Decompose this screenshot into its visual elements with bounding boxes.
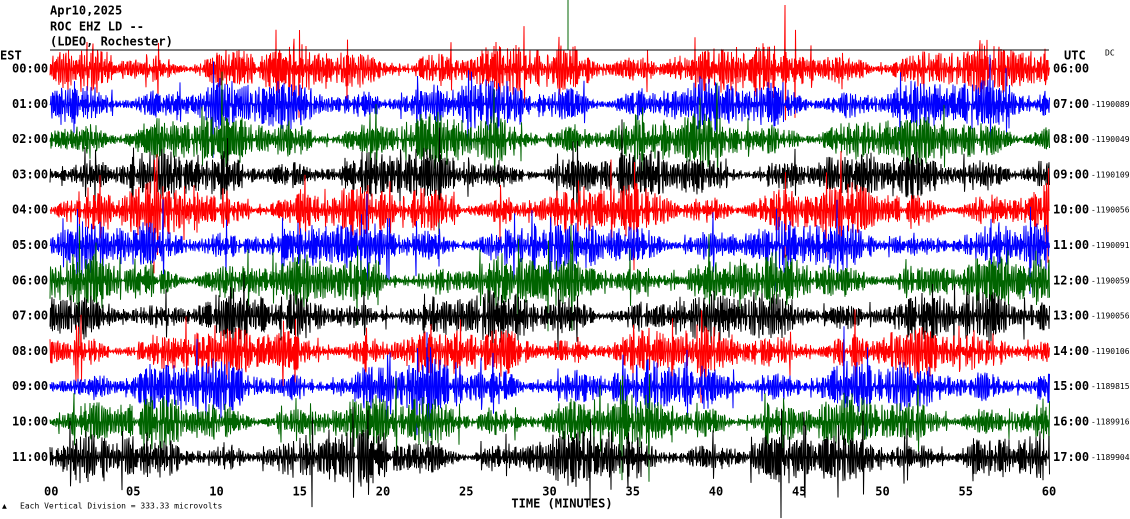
est-label: 01:00 [12,97,48,111]
est-label: 10:00 [12,415,48,429]
est-label: 09:00 [12,379,48,393]
x-axis-title: TIME (MINUTES) [511,497,612,511]
traces [49,0,1050,519]
seismic-trace [49,406,1050,519]
dc-value: -1189815 [1091,382,1130,391]
dc-title: DC [1105,49,1115,58]
utc-label: 07:00 [1053,97,1089,111]
dc-value: -1190056 [1091,312,1130,321]
est-label: 02:00 [12,132,48,146]
x-tick-label: 60 [1042,485,1056,499]
header-date: Apr10,2025 [50,4,122,18]
right-axis-title: UTC [1064,49,1086,63]
seismic-trace [49,309,1050,403]
est-label: 07:00 [12,309,48,323]
x-tick-label: 40 [709,485,723,499]
est-label: 00:00 [12,62,48,76]
seismic-trace [49,119,1050,235]
x-tick-label: 00 [44,485,58,499]
dc-value: -1190089 [1091,100,1130,109]
seismic-trace [49,374,1050,482]
x-tick-label: 45 [792,485,806,499]
x-tick-label: 05 [126,485,140,499]
utc-label: 12:00 [1053,273,1089,287]
x-tick-label: 15 [293,485,307,499]
seismic-trace [49,150,1050,274]
dc-value: -1190056 [1091,206,1130,215]
est-label: 05:00 [12,238,48,252]
footer-icon: ▲ [2,502,7,511]
utc-label: 16:00 [1053,415,1089,429]
est-label: 06:00 [12,273,48,287]
utc-label: 17:00 [1053,450,1089,464]
utc-label: 10:00 [1053,203,1089,217]
scale-note: Each Vertical Division = 333.33 microvol… [20,502,222,511]
x-tick-label: 30 [542,485,556,499]
est-label: 11:00 [12,450,48,464]
est-label: 08:00 [12,344,48,358]
dc-value: -1189904 [1091,453,1130,462]
dc-value: -1190049 [1091,135,1130,144]
dc-value: -1190109 [1091,170,1130,179]
left-axis-title: EST [0,49,22,63]
seismic-trace [49,326,1050,437]
utc-label: 14:00 [1053,344,1089,358]
seismic-trace [49,193,1050,294]
x-tick-label: 35 [626,485,640,499]
utc-label: 15:00 [1053,379,1089,393]
header-station: ROC EHZ LD -- [50,20,144,34]
header-location: (LDEO, Rochester) [50,35,173,49]
seismic-trace [49,71,1050,195]
utc-label: 11:00 [1053,238,1089,252]
utc-label: 08:00 [1053,132,1089,146]
dc-value: -1190106 [1091,347,1130,356]
seismic-trace [49,4,1050,121]
x-tick-label: 10 [209,485,223,499]
seismic-trace [49,54,1050,158]
x-tick-label: 25 [459,485,473,499]
utc-label: 13:00 [1053,309,1089,323]
x-tick-label: 55 [959,485,973,499]
est-label: 04:00 [12,203,48,217]
utc-label: 06:00 [1053,62,1089,76]
seismic-trace [49,272,1050,357]
dc-value: -1189916 [1091,418,1130,427]
dc-value: -1190091 [1091,241,1130,250]
seismic-trace [49,224,1050,350]
est-label: 03:00 [12,167,48,181]
dc-value: -1190059 [1091,276,1130,285]
x-tick-label: 20 [376,485,390,499]
utc-label: 09:00 [1053,167,1089,181]
x-tick-label: 50 [875,485,889,499]
